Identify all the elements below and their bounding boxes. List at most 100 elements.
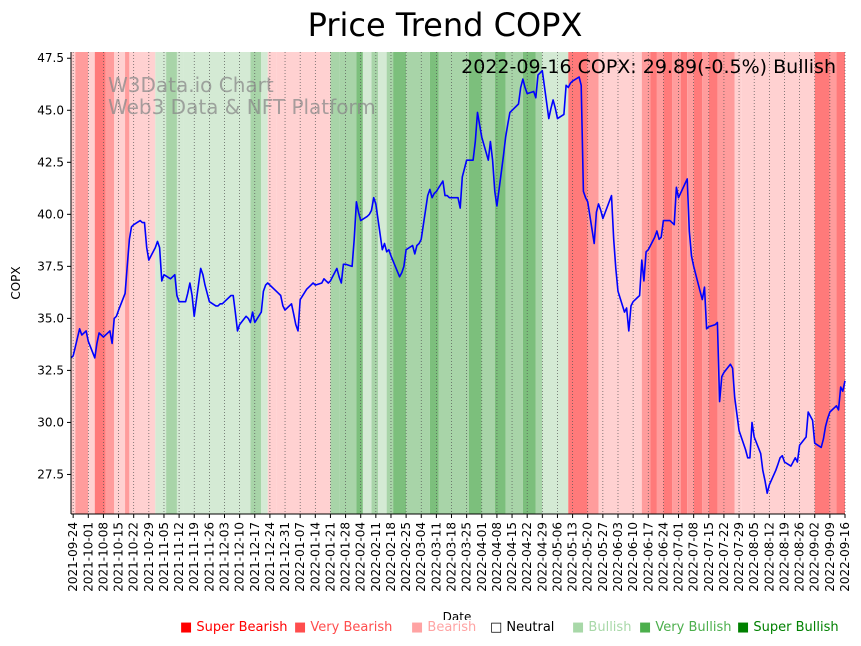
legend-item: ■ Super Bullish [737,620,839,635]
sentiment-band-bearish [617,52,634,514]
legend-marker: ■ [572,620,589,635]
sentiment-band-bearish [741,52,815,514]
sentiment-band-very-bullish [505,52,523,514]
price-line-layer [70,69,846,494]
sentiment-band-bullish [362,52,372,514]
annotation-text: 2022-09-16 COPX: 29.89(-0.5%) Bullish [461,56,836,78]
sentiment-band-bearish [267,52,277,514]
x-tick-label: 2022-05-20 [581,522,595,592]
sentiment-band-very-bullish [406,52,430,514]
x-tick-label: 2021-12-10 [233,522,247,592]
sentiment-band-super-bearish [94,52,106,514]
sentiment-band-super-bearish [650,52,657,514]
x-tick-label: 2021-11-05 [157,522,171,592]
sentiment-band-bearish [633,52,642,514]
x-tick-label: 2022-05-06 [550,522,564,592]
sentiment-band-very-bullish [250,52,262,514]
sentiment-band-bullish [183,52,251,514]
legend-item: ■ Very Bullish [639,620,731,635]
sentiment-band-very-bearish [656,52,664,514]
y-tick-label: 42.5 [37,155,64,169]
sentiment-band-bullish [378,52,387,514]
y-tick-label: 40.0 [37,207,64,221]
legend-marker: □ [490,620,507,635]
y-tick-label: 30.0 [37,415,64,429]
x-tick-label: 2021-12-24 [263,522,277,592]
sentiment-band-very-bullish [481,52,495,514]
x-tick-label: 2022-03-11 [429,522,443,592]
y-tick-label: 32.5 [37,363,64,377]
y-tick-label: 37.5 [37,259,64,273]
x-tick-label: 2022-08-05 [747,522,761,592]
legend-marker: ■ [639,620,656,635]
sentiment-band-bearish [88,52,95,514]
x-tick-label: 2021-12-31 [278,522,292,592]
x-tick-label: 2022-03-18 [445,522,459,592]
sentiment-band-bearish [129,52,156,514]
x-tick-label: 2021-11-12 [172,522,186,592]
x-tick-label: 2022-06-17 [641,522,655,592]
sentiment-band-very-bullish [386,52,394,514]
axes: 27.5 30.0 32.5 35.0 37.5 40.0 42.5 45.0 47.5 2021… [37,51,852,592]
x-tick-label: 2022-01-07 [293,522,307,592]
sentiment-band-very-bearish [672,52,681,514]
sentiment-band-bullish [542,52,569,514]
sentiment-band-very-bearish [641,52,651,514]
x-tick-label: 2022-09-02 [808,522,822,592]
sentiment-band-strong-bullish [429,52,439,514]
sentiment-band-very-bearish [125,52,130,514]
chart-title: Price Trend COPX [308,6,583,44]
legend-label: Bearish [427,620,477,635]
x-tick-label: 2022-03-04 [414,522,428,592]
x-tick-label: 2022-03-25 [460,522,474,592]
vertical-gridlines [72,52,846,514]
x-tick-label: 2022-09-16 [838,522,852,592]
x-tick-label: 2022-06-24 [656,522,670,592]
legend-label: Bullish [588,620,632,635]
legend-item: ■ Bearish [411,620,476,635]
sentiment-band-very-bearish [717,52,735,514]
legend-label: Super Bearish [196,620,288,635]
x-tick-label: 2022-01-28 [339,522,353,592]
x-tick-label: 2021-10-29 [142,522,156,592]
x-tick-label: 2022-04-22 [520,522,534,592]
sentiment-band-very-bearish [829,52,837,514]
x-tick-label: 2022-06-10 [626,522,640,592]
x-tick-label: 2021-09-24 [66,522,80,592]
x-axis-label: Date [443,610,472,620]
x-tick-label: 2021-11-26 [202,522,216,592]
sentiment-band-very-bullish [535,52,543,514]
legend-item: □ Neutral [490,620,554,635]
legend-item: ■ Very Bearish [294,620,392,635]
x-tick-label: 2022-04-29 [535,522,549,592]
y-tick-label: 47.5 [37,51,64,65]
sentiment-band-strong-bullish [356,52,363,514]
y-tick-label: 45.0 [37,103,64,117]
x-tick-label: 2022-02-25 [399,522,413,592]
y-tick-label: 27.5 [37,467,64,481]
sentiment-band-very-bearish [75,52,89,514]
x-tick-label: 2022-07-01 [672,522,686,592]
x-tick-label: 2021-10-01 [81,522,95,592]
x-tick-label: 2022-05-27 [596,522,610,592]
sentiment-band-super-bearish [836,52,845,514]
sentiment-band-bullish [155,52,167,514]
price-line [70,69,846,494]
x-tick-label: 2022-04-08 [490,522,504,592]
sentiment-band-bearish [734,52,742,514]
sentiment-band-super-bearish [663,52,673,514]
watermark: W3Data.io Chart Web3 Data & NFT Platform [108,73,376,119]
legend: ■ Super Bearish ■ Very Bearish ■ Bearish □ … [0,620,861,638]
x-tick-label: 2022-02-18 [384,522,398,592]
x-tick-label: 2021-10-15 [112,522,126,592]
x-tick-label: 2022-01-14 [308,522,322,592]
x-tick-label: 2021-10-08 [96,522,110,592]
sentiment-band-strong-bullish [468,52,482,514]
sentiment-band-super-bearish [708,52,718,514]
x-tick-label: 2021-10-22 [127,522,141,592]
x-tick-label: 2022-07-15 [702,522,716,592]
sentiment-band-bearish [114,52,126,514]
sentiment-band-very-bullish [166,52,177,514]
x-tick-label: 2022-02-11 [369,522,383,592]
sentiment-band-super-bearish [568,52,588,514]
